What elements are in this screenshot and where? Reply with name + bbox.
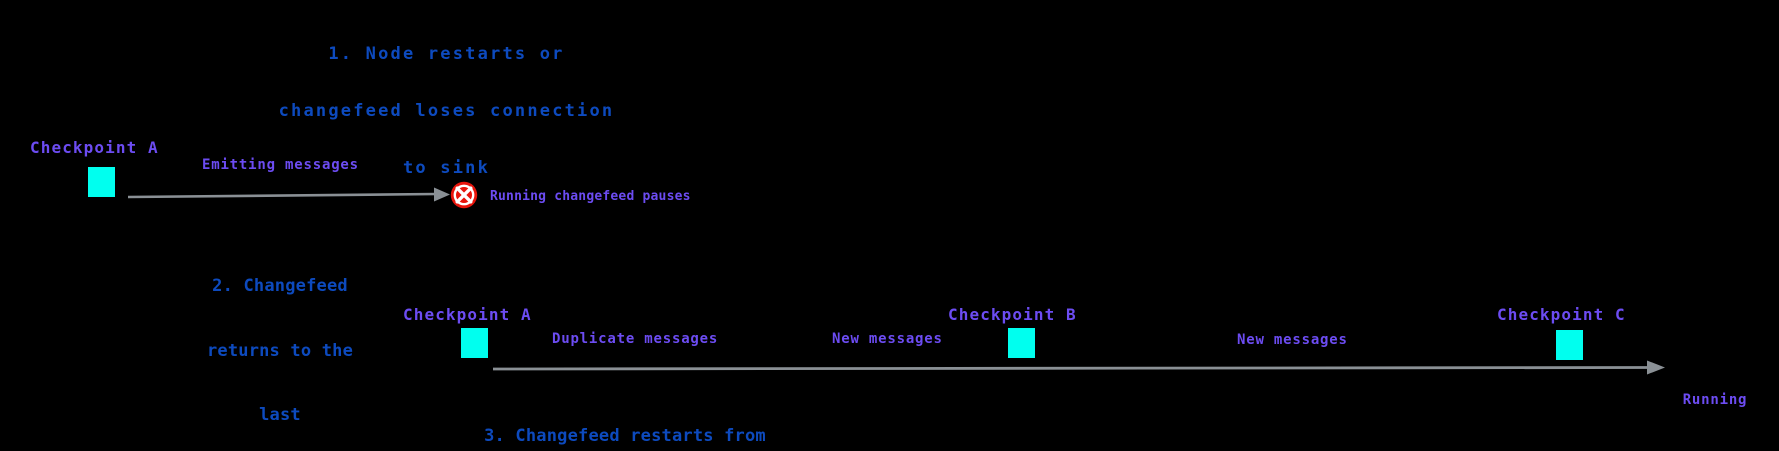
note-step-2-line: last xyxy=(259,405,301,425)
note-step-2-line: returns to the xyxy=(206,340,354,361)
checkpoint-b-label: Checkpoint B xyxy=(948,305,1077,324)
note-step-3-line: 3. Changefeed restarts from xyxy=(484,426,766,446)
note-step-1-line: to sink xyxy=(402,158,491,178)
note-step-1-line: changefeed loses connection xyxy=(278,101,615,121)
checkpoint-a-marker-timeline1 xyxy=(88,167,115,197)
checkpoint-a-marker-timeline2 xyxy=(461,328,488,358)
timeline2-arrow-shaft xyxy=(492,366,1651,371)
checkpoint-c-marker xyxy=(1556,330,1583,360)
note-step-1-line: 1. Node restarts or xyxy=(328,44,565,64)
crossed-circle-error-icon xyxy=(450,181,478,209)
error-icon-x-stroke xyxy=(455,186,473,204)
checkpoint-c-label: Checkpoint C xyxy=(1497,305,1626,324)
running-changefeed-resumes-label: Running changefeed resumes xyxy=(1655,349,1775,451)
new-messages-label-2: New messages xyxy=(1237,332,1348,348)
running-changefeed-pauses-label: Running changefeed pauses xyxy=(490,189,691,204)
error-icon-ring xyxy=(453,184,475,206)
note-step-3: 3. Changefeed restarts from last checkpo… xyxy=(450,381,800,451)
checkpoint-a-label-timeline1: Checkpoint A xyxy=(30,138,159,157)
resume-label-line: Running xyxy=(1682,392,1748,408)
duplicate-messages-label: Duplicate messages xyxy=(552,331,719,347)
checkpoint-a-label-timeline2: Checkpoint A xyxy=(403,305,532,324)
note-step-2-line: 2. Changefeed xyxy=(212,276,348,296)
checkpoint-b-marker xyxy=(1008,328,1035,358)
emitting-messages-label: Emitting messages xyxy=(202,157,359,173)
note-step-2: 2. Changefeed returns to the last checkp… xyxy=(180,233,380,451)
new-messages-label-1: New messages xyxy=(832,331,943,347)
note-step-1: 1. Node restarts or changefeed loses con… xyxy=(270,7,623,216)
